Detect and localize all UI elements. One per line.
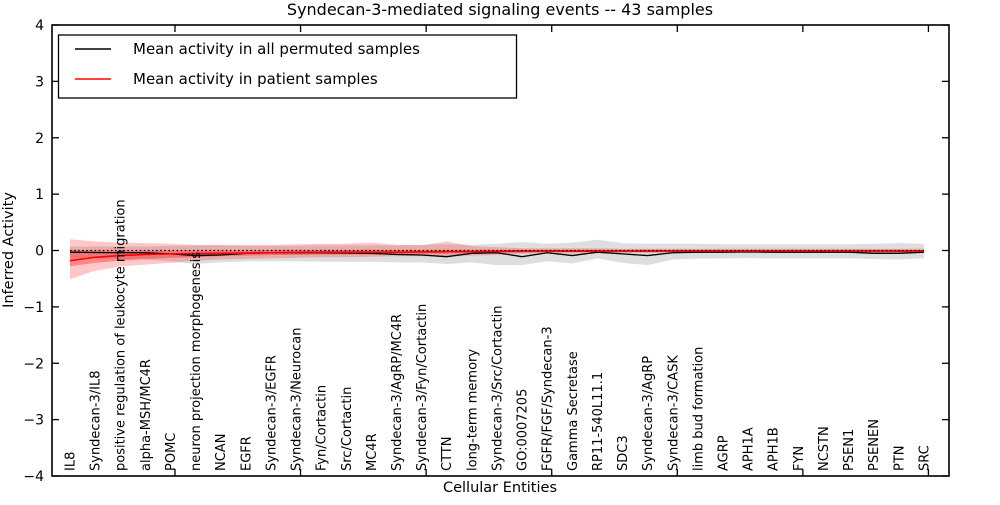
category-label: NCSTN <box>817 426 832 471</box>
patient-band-inner <box>70 249 924 267</box>
category-label: SDC3 <box>616 435 631 471</box>
category-label: Syndecan-3/CASK <box>666 355 681 471</box>
y-tick-label: 0 <box>35 244 44 260</box>
category-label: IL8 <box>64 452 79 471</box>
category-label: Syndecan-3/Fyn/Cortactin <box>415 304 430 471</box>
category-label: alpha-MSH/MC4R <box>139 359 154 471</box>
category-label: PSENEN <box>867 419 882 471</box>
category-label: Syndecan-3/Neurocan <box>290 328 305 471</box>
category-label: APH1B <box>767 427 782 471</box>
category-label: RP11-540L11.1 <box>591 372 606 471</box>
category-label: Syndecan-3/EGFR <box>264 355 279 471</box>
patient-mean-line <box>69 250 924 262</box>
y-tick-label: −3 <box>23 413 44 429</box>
y-axis-label: Inferred Activity <box>1 192 17 308</box>
category-label: Syndecan-3/IL8 <box>89 371 104 471</box>
category-label: SRC <box>917 445 932 471</box>
category-label: PTN <box>892 445 907 471</box>
category-label: long-term memory <box>465 349 480 471</box>
y-tick-label: −1 <box>23 300 44 316</box>
legend-box <box>57 34 518 99</box>
legend: Mean activity in all permuted samples Me… <box>57 34 518 99</box>
category-label: FYN <box>792 446 807 471</box>
category-label: FGFR/FGF/Syndecan-3 <box>541 326 556 471</box>
category-label: PSEN1 <box>842 429 857 471</box>
category-label: POMC <box>164 433 179 471</box>
y-tick-label: 1 <box>35 187 44 203</box>
y-tick-label: −2 <box>23 356 44 372</box>
y-tick-label: 3 <box>35 74 44 90</box>
category-label: Syndecan-3/AgRP <box>641 356 656 471</box>
y-tick-label: 2 <box>35 131 44 147</box>
permuted-mean-line <box>69 251 924 258</box>
plot-frame <box>51 24 950 477</box>
category-label: AGRP <box>716 435 731 471</box>
y-tick-label: 4 <box>35 18 44 34</box>
patient-band-outer <box>70 239 924 280</box>
plot-area: 4 3 2 1 0 −1 −2 −3 −4 IL8 Syndecan-3/IL8 positive r… <box>23 18 949 485</box>
category-label: CTTN <box>440 437 455 471</box>
category-label: Gamma Secretase <box>566 351 581 471</box>
category-label: EGFR <box>239 436 254 471</box>
x-axis-label: Cellular Entities <box>443 480 557 496</box>
category-label: positive regulation of leukocyte migrati… <box>114 199 129 471</box>
category-label: Syndecan-3/Src/Cortactin <box>490 305 505 471</box>
y-tick-label: −4 <box>23 469 44 485</box>
chart-title: Syndecan-3-mediated signaling events -- … <box>287 0 713 19</box>
category-label: limb bud formation <box>691 347 706 471</box>
category-label: GO:0007205 <box>516 389 531 471</box>
category-label: Fyn/Cortactin <box>315 385 330 471</box>
category-label: NCAN <box>214 434 229 471</box>
category-label: neuron projection morphogenesis <box>189 252 204 471</box>
category-label: APH1A <box>742 427 757 471</box>
legend-label-permuted: Mean activity in all permuted samples <box>133 40 420 58</box>
category-label: MC4R <box>365 433 380 471</box>
category-label: Src/Cortactin <box>340 387 355 471</box>
category-label: Syndecan-3/AgRP/MC4R <box>390 314 405 471</box>
legend-label-patient: Mean activity in patient samples <box>133 70 378 88</box>
